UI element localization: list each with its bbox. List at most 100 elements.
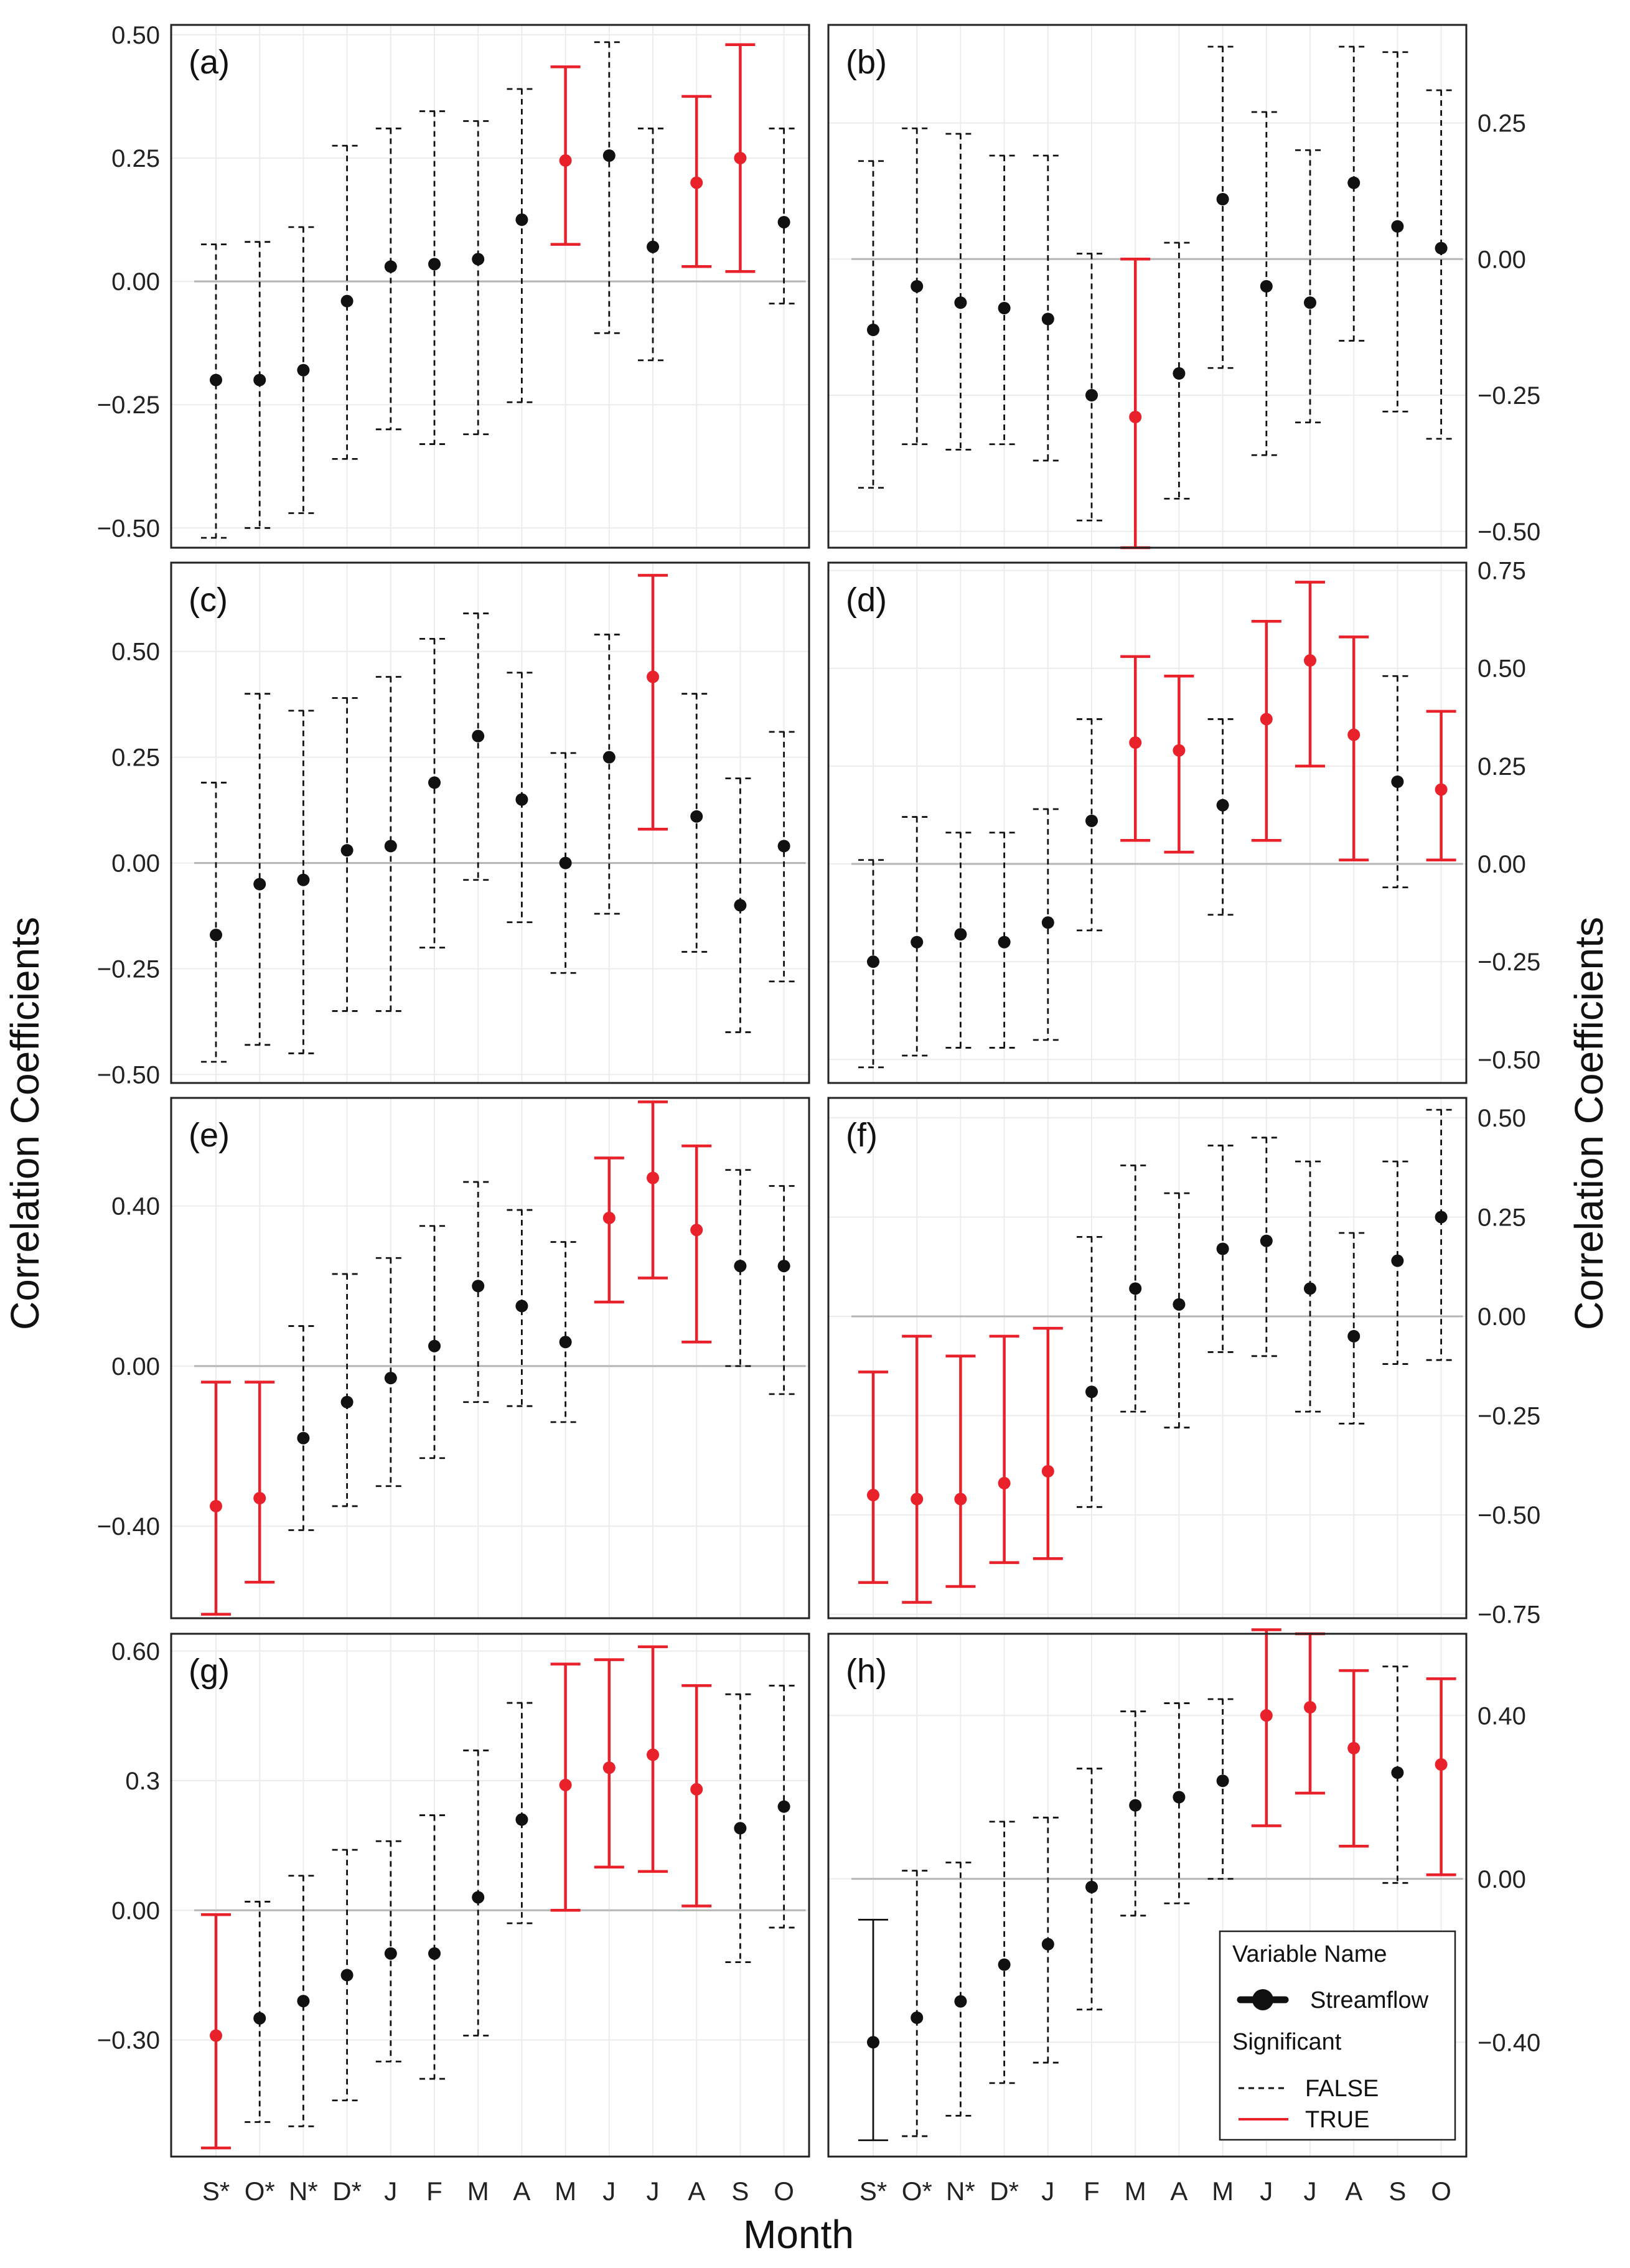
data-point [998,1477,1011,1490]
data-point [384,1372,397,1385]
y-tick-label: −0.30 [97,2027,160,2055]
panel-background [171,563,809,1083]
data-point [1304,1282,1316,1295]
panel-tag: (e) [189,1117,230,1154]
panel-tag: (d) [846,581,887,619]
month-label: S [1389,2177,1406,2206]
data-point [340,1969,354,1982]
y-tick-label: −0.25 [97,955,160,983]
data-point [1435,1758,1448,1771]
panel-border [170,561,810,1084]
data-point [1347,728,1361,741]
y-tick-label: −0.50 [97,1061,160,1089]
data-point [954,1995,967,2008]
data-point [1085,1880,1098,1893]
month-label: O* [902,2177,932,2206]
data-point [998,1958,1011,1971]
panel-border [170,1633,810,2158]
month-label: A [688,2177,705,2206]
data-point [1216,193,1229,205]
month-label: A [1345,2177,1362,2206]
data-point [734,151,747,164]
data-point [340,844,354,857]
y-tick-label: 0.75 [1478,558,1526,585]
panel-background [828,25,1466,548]
panel-d: (d) 0.75 0.50 0.25 0.00 −0.25 −0.50 [827,558,1540,1084]
panel-b: (b) 0.25 0.00 −0.25 −0.50 [827,24,1540,550]
y-tick-label: −0.50 [1478,1502,1540,1529]
y-tick-label: 0.25 [1478,753,1526,780]
panel-tag: (a) [189,44,230,81]
panel-background [171,1098,809,1618]
panel-g: (g)0.600.30.00−0.30S* O* N* D* J F M A M J J A S O [97,1633,810,2206]
data-point [1085,1385,1098,1399]
data-point [472,1280,485,1293]
y-tick-label: −0.50 [1478,518,1540,546]
data-point [690,810,703,823]
month-label: J [384,2177,397,2206]
data-point [602,1761,616,1774]
y-tick-label: 0.40 [1478,1702,1526,1730]
y-tick-label: −0.50 [1478,1046,1540,1074]
y-tick-label: −0.50 [97,515,160,542]
data-point [253,373,266,387]
data-point [954,1492,967,1506]
data-point [1129,1799,1142,1812]
data-point [210,1499,222,1512]
data-point [1041,916,1054,929]
data-point [559,1336,572,1349]
panel-tag: (f) [846,1117,878,1154]
y-axis-title-right: Correlation Coefficients [1567,917,1611,1330]
data-point [911,935,924,949]
data-point [384,840,397,853]
month-label: F [1084,2177,1100,2206]
panel-e: (e) 0.40 0.00 −0.40 [97,1097,810,1619]
y-tick-label: −0.40 [1478,2029,1540,2056]
data-point [1347,1329,1361,1343]
y-tick-label: 0.25 [1478,110,1526,138]
data-point [1347,176,1361,189]
month-label: J [1304,2177,1317,2206]
data-point [515,1813,528,1826]
data-point [911,1492,924,1506]
month-label: M [1125,2177,1146,2206]
data-point [384,1947,397,1960]
legend-box [1219,1930,1456,2141]
data-point [559,154,572,167]
month-label: S [731,2177,749,2206]
x-axis-title: Month [743,2212,854,2257]
data-point [515,793,528,806]
data-point [1391,1254,1404,1267]
data-point [690,1783,703,1796]
data-point [428,1339,441,1352]
data-point [515,213,528,227]
panel-f: (f) 0.50 0.25 0.00 −0.25 −0.50 −0.75 [827,1097,1540,1629]
data-point [867,2036,879,2049]
data-point [647,240,659,253]
data-point [515,1300,528,1313]
legend-streamflow-point [1252,1989,1273,2010]
data-point [777,1260,790,1273]
data-point [1041,1938,1054,1951]
data-point [1260,1234,1273,1247]
data-point [954,928,967,941]
month-label: F [426,2177,443,2206]
month-label: O [774,2177,794,2206]
data-point [384,260,397,273]
data-point [472,253,485,266]
month-label: J [1260,2177,1273,2206]
month-label: J [602,2177,616,2206]
data-point [1391,220,1404,233]
y-tick-label: 0.00 [1478,1303,1526,1331]
panel-background [828,1098,1466,1618]
y-tick-label: 0.40 [111,1193,160,1221]
y-tick-label: 0.00 [111,268,160,296]
data-point [602,1211,616,1224]
data-point [1129,736,1142,749]
data-point [602,149,616,162]
panel-tag: (h) [846,1652,887,1690]
y-tick-label: 0.25 [111,145,160,172]
month-label: A [513,2177,530,2206]
data-point [911,280,924,293]
data-point [867,955,879,968]
